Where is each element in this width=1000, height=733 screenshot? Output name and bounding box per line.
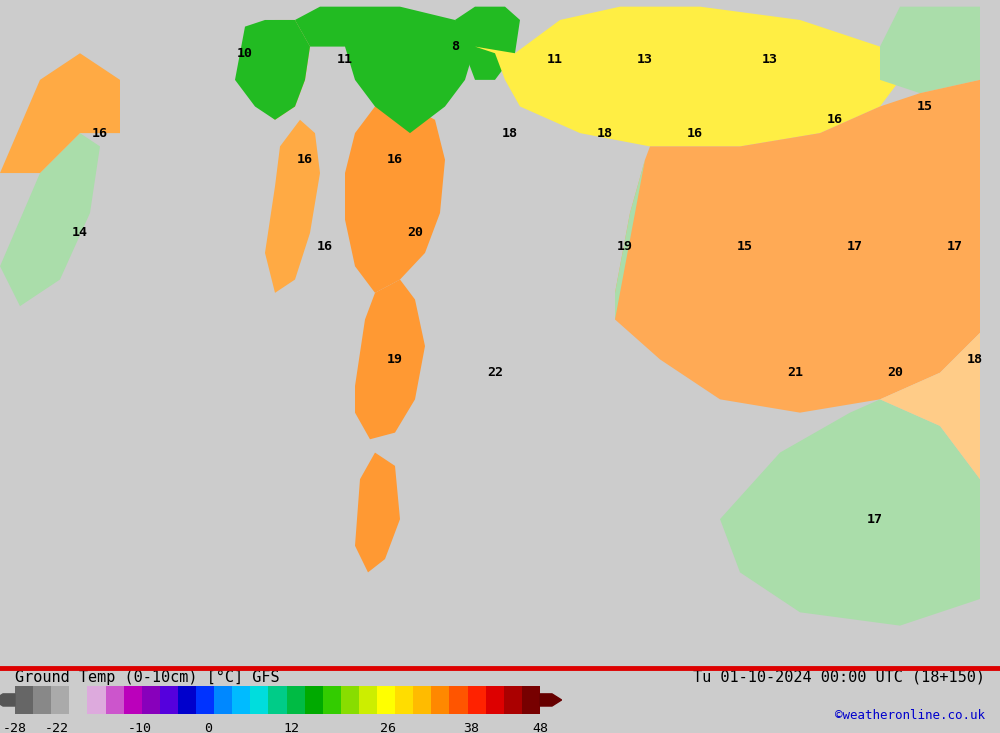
Text: -22: -22 [44,722,68,733]
Text: 17: 17 [947,240,963,253]
Bar [504,686,522,714]
Text: 26: 26 [380,722,396,733]
Text: 16: 16 [317,240,333,253]
Polygon shape [615,80,980,413]
Text: 18: 18 [502,127,518,139]
Text: -28: -28 [3,722,27,733]
FancyArrow shape [540,694,562,706]
FancyArrow shape [0,694,15,706]
Polygon shape [455,7,520,80]
Text: 21: 21 [787,366,803,379]
Polygon shape [255,20,310,119]
Polygon shape [235,20,310,119]
Text: 10: 10 [237,47,253,60]
Text: 15: 15 [737,240,753,253]
Text: 0: 0 [204,722,212,733]
Bar [431,686,449,714]
Text: 19: 19 [387,353,403,366]
Bar [341,686,359,714]
Text: 17: 17 [847,240,863,253]
Bar [413,686,431,714]
Bar [160,686,178,714]
Polygon shape [355,452,400,572]
Text: 15: 15 [917,100,933,113]
Bar [449,686,468,714]
Polygon shape [800,333,980,479]
Polygon shape [0,133,100,306]
Text: 13: 13 [637,54,653,67]
Bar [33,686,51,714]
Text: 38: 38 [463,722,479,733]
Polygon shape [265,119,320,293]
Bar [142,686,160,714]
Bar [359,686,377,714]
Bar [232,686,250,714]
Text: 22: 22 [487,366,503,379]
Bar [69,686,87,714]
Bar [15,686,33,714]
Bar [468,686,486,714]
Text: 16: 16 [387,153,403,166]
Bar [87,686,106,714]
Text: 19: 19 [617,240,633,253]
Polygon shape [615,160,645,320]
Bar [51,686,69,714]
Text: 16: 16 [827,114,843,126]
Text: -10: -10 [127,722,151,733]
Bar [106,686,124,714]
Text: 20: 20 [887,366,903,379]
Bar [178,686,196,714]
Text: 11: 11 [337,54,353,67]
Polygon shape [880,7,980,93]
Text: 16: 16 [92,127,108,139]
Bar [268,686,287,714]
Bar [522,686,540,714]
Bar [196,686,214,714]
Polygon shape [900,133,980,226]
Text: 13: 13 [762,54,778,67]
Text: 20: 20 [407,226,423,240]
Bar [124,686,142,714]
Bar [287,686,305,714]
Text: Tu 01-10-2024 00:00 UTC (18+150): Tu 01-10-2024 00:00 UTC (18+150) [693,670,985,685]
Bar [486,686,504,714]
Polygon shape [295,7,475,133]
Polygon shape [0,54,120,173]
Polygon shape [475,7,900,147]
Bar [214,686,232,714]
Bar [305,686,323,714]
Text: 18: 18 [967,353,983,366]
Text: 14: 14 [72,226,88,240]
Polygon shape [720,399,980,626]
Polygon shape [355,279,425,439]
Bar [377,686,395,714]
Text: 48: 48 [532,722,548,733]
Text: 16: 16 [297,153,313,166]
Bar [250,686,268,714]
Text: 17: 17 [867,512,883,526]
Text: 12: 12 [283,722,299,733]
Text: 8: 8 [451,40,459,53]
Text: 16: 16 [687,127,703,139]
Polygon shape [345,106,445,293]
Bar [395,686,413,714]
Bar [323,686,341,714]
Text: Ground Temp (0-10cm) [°C] GFS: Ground Temp (0-10cm) [°C] GFS [15,670,280,685]
Text: 18: 18 [597,127,613,139]
Text: ©weatheronline.co.uk: ©weatheronline.co.uk [835,710,985,723]
Text: 11: 11 [547,54,563,67]
